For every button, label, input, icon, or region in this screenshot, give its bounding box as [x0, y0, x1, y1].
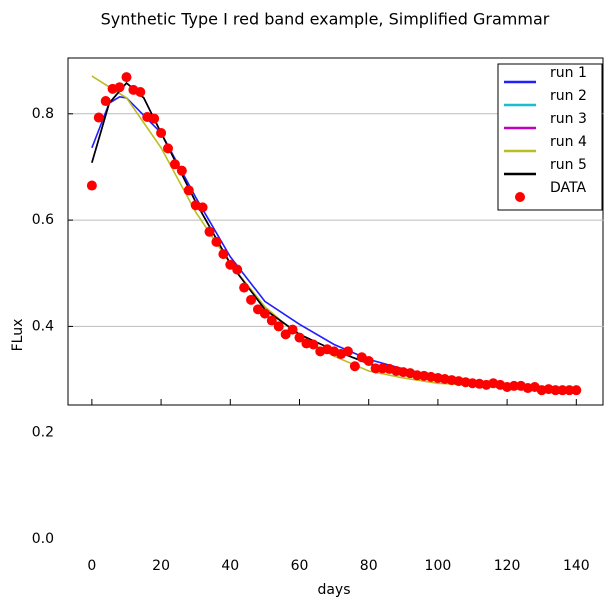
- y-tick-label: 0.0: [32, 531, 54, 547]
- data-point: [114, 82, 125, 93]
- data-point: [294, 332, 305, 343]
- legend-label: run 4: [550, 134, 587, 150]
- y-tick-label: 0.4: [32, 318, 54, 334]
- data-point: [342, 346, 353, 357]
- x-tick-label: 0: [87, 558, 96, 574]
- y-tick-label: 0.8: [32, 106, 54, 122]
- data-point: [266, 315, 277, 326]
- data-point: [363, 355, 374, 366]
- legend-box: [497, 63, 603, 211]
- legend-label: run 3: [550, 111, 587, 127]
- data-point: [100, 96, 111, 107]
- y-tick-label: 0.6: [32, 212, 54, 228]
- x-tick-label: 80: [360, 558, 378, 574]
- x-tick-label: 40: [221, 558, 239, 574]
- data-point: [239, 282, 250, 293]
- data-point: [564, 385, 575, 396]
- data-point: [218, 249, 229, 260]
- data-point: [86, 180, 97, 191]
- legend-label: run 1: [550, 65, 587, 81]
- data-point: [246, 294, 257, 305]
- data-point: [509, 380, 520, 391]
- legend-label: DATA: [550, 180, 586, 196]
- legend-marker: [515, 192, 525, 202]
- data-point: [121, 72, 132, 83]
- legend-label: run 2: [550, 88, 587, 104]
- data-point: [211, 236, 222, 247]
- x-axis-label: days: [317, 582, 350, 598]
- data-point: [197, 202, 208, 213]
- data-point: [204, 226, 215, 237]
- data-point: [349, 361, 360, 372]
- data-point: [308, 339, 319, 350]
- x-tick-label: 20: [152, 558, 170, 574]
- data-point: [163, 143, 174, 154]
- x-tick-label: 140: [563, 558, 590, 574]
- plot-frame: [67, 57, 604, 406]
- data-point: [183, 185, 194, 196]
- chart-title: Synthetic Type I red band example, Simpl…: [101, 10, 550, 29]
- data-point: [259, 308, 270, 319]
- data-point: [169, 159, 180, 170]
- data-point: [571, 385, 582, 396]
- y-tick-label: 0.2: [32, 425, 54, 441]
- data-point: [156, 127, 167, 138]
- data-point: [135, 87, 146, 98]
- data-point: [273, 321, 284, 332]
- data-point: [149, 113, 160, 124]
- x-tick-label: 60: [291, 558, 309, 574]
- data-point: [550, 385, 561, 396]
- y-axis-label: FLux: [10, 319, 26, 352]
- legend-label: run 5: [550, 157, 587, 173]
- x-tick-label: 100: [425, 558, 452, 574]
- data-point: [176, 165, 187, 176]
- data-point: [370, 363, 381, 374]
- data-point: [287, 324, 298, 335]
- data-point: [232, 264, 243, 275]
- data-point: [557, 385, 568, 396]
- x-tick-label: 120: [494, 558, 521, 574]
- data-point: [93, 112, 104, 123]
